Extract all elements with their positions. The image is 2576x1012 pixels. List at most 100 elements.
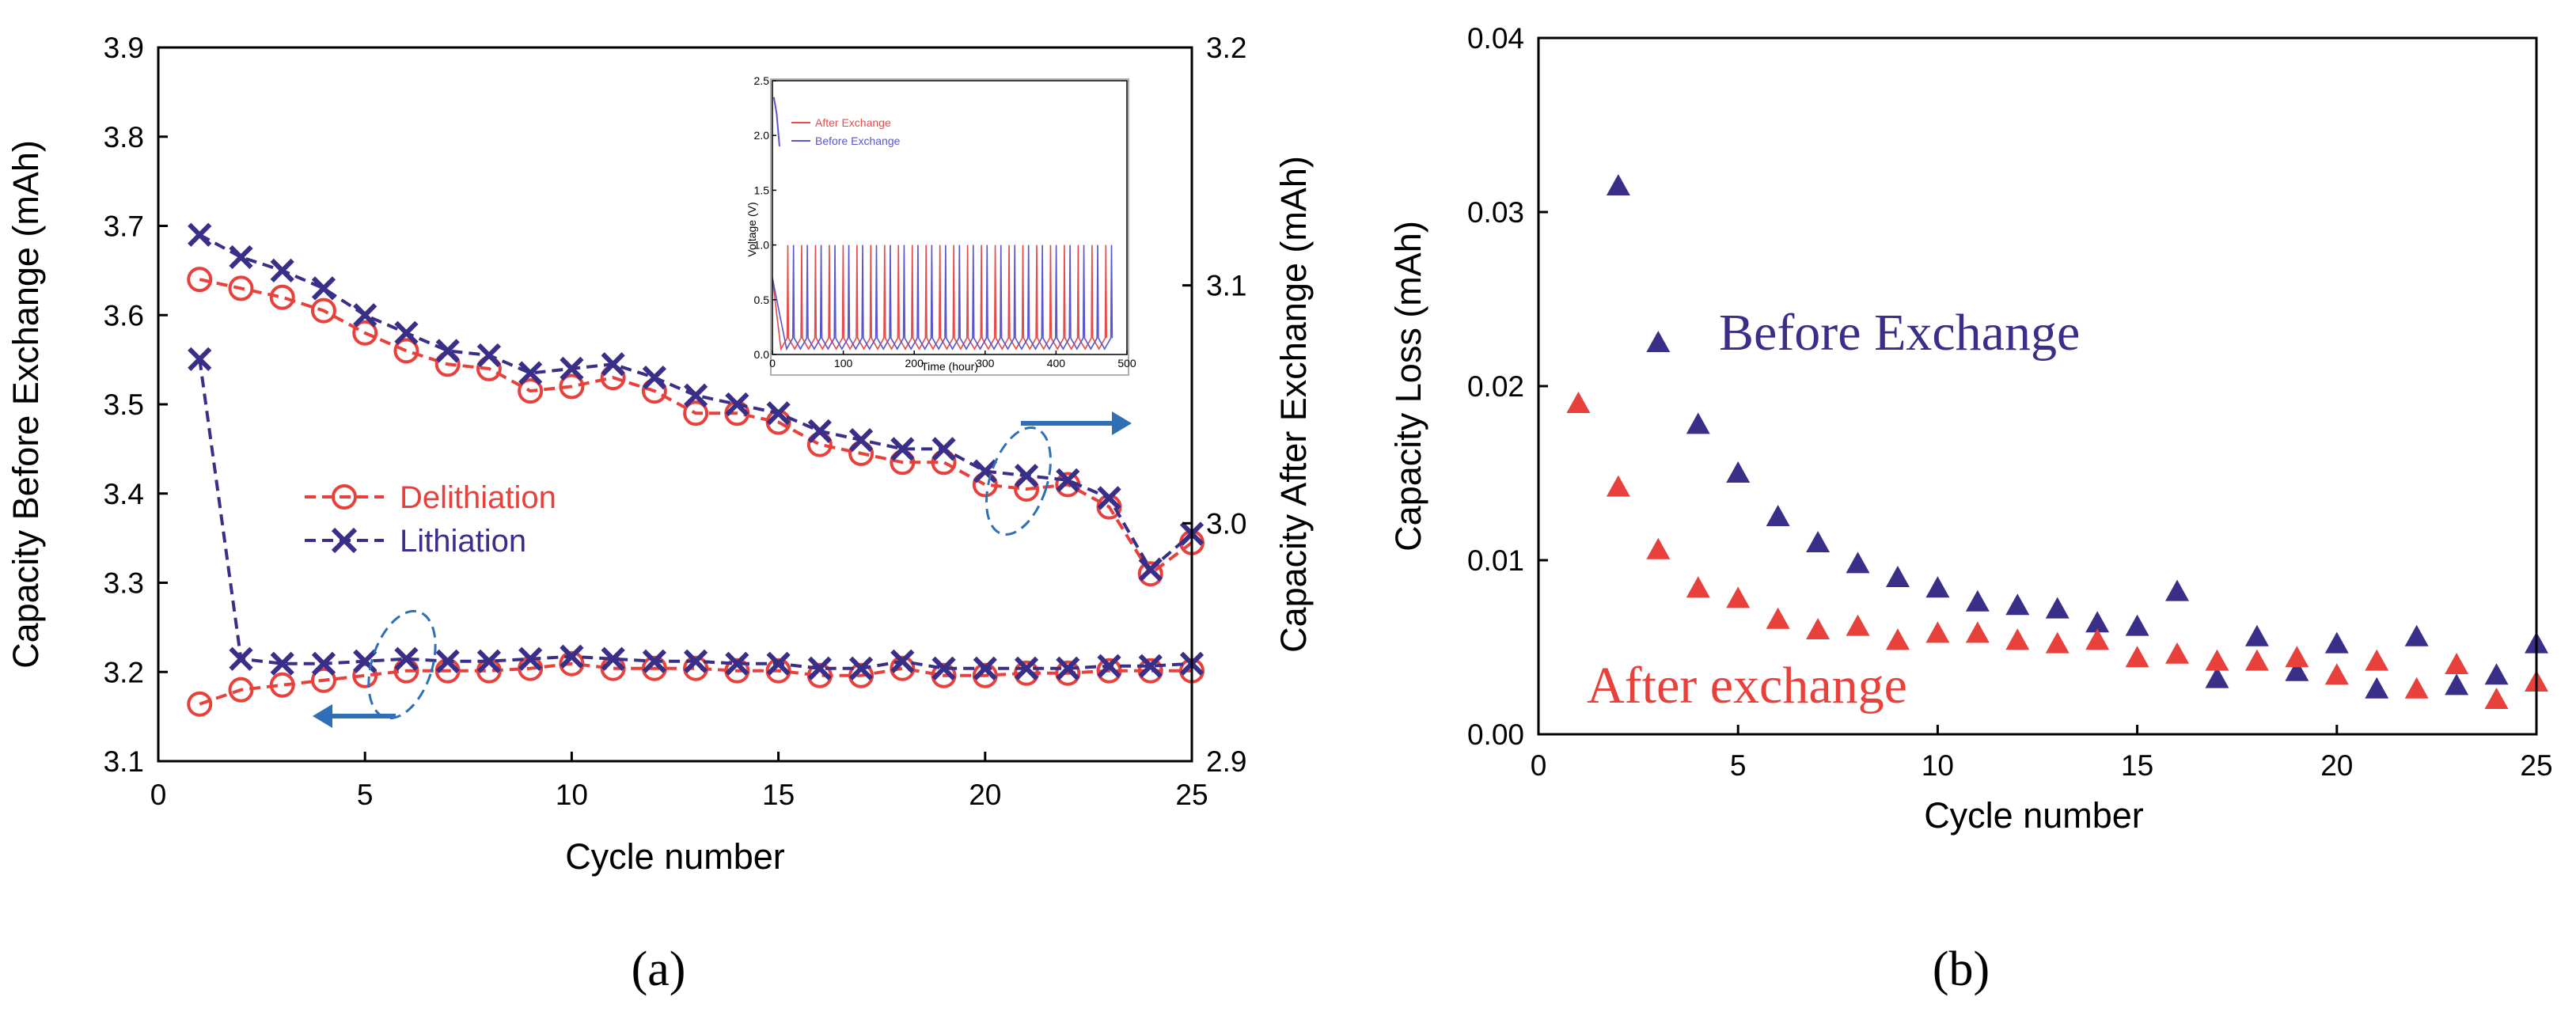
after-exchange-point: [2165, 642, 2190, 664]
panel-a: 0 5 10 15 20 25 3.1 3.2 3.3 3.4 3.5 3.6 3.7 3.8 3.9 2.9…: [6, 32, 1314, 996]
before-exchange-point: [1846, 551, 1870, 574]
inset-x-tick-label: 200: [905, 357, 924, 370]
before-exchange-point: [1806, 531, 1831, 552]
delithiation-point: [559, 650, 585, 677]
after-exchange-point: [1885, 628, 1910, 650]
delithiation-point: [187, 267, 213, 293]
inset-x-tick-label: 300: [976, 357, 995, 370]
lithiation-point: [1138, 557, 1163, 582]
lithiation-point: [601, 646, 625, 671]
panel-b-x-axis-label: Cycle number: [1924, 795, 2144, 836]
a-x-tick-label: 0: [150, 779, 167, 811]
b-y-tick-label: 0.01: [1467, 544, 1524, 577]
after-exchange-point: [1566, 392, 1591, 413]
after-exchange-point: [1846, 614, 1870, 636]
delithiation-point: [269, 672, 295, 698]
after-exchange-point: [1965, 621, 1990, 643]
lithiation-point: [642, 649, 667, 673]
lithiation-point: [435, 649, 460, 673]
panel-a-legend: Delithiation Lithiation: [305, 480, 556, 559]
delithiation-point: [310, 298, 336, 324]
after-exchange-point: [1686, 576, 1710, 598]
inset-after-exchange-trace: [772, 244, 1108, 351]
lithiation-point: [931, 656, 956, 680]
lithiation-point: [725, 651, 749, 676]
panel-a-label: (a): [632, 942, 686, 996]
inset-y-tick-label: 2.5: [754, 74, 770, 87]
after-exchange-point: [2085, 628, 2110, 650]
delithiation-point: [269, 284, 295, 310]
before-exchange-point: [2365, 677, 2389, 699]
before-exchange-point: [1686, 412, 1710, 434]
lithiation-point: [394, 646, 419, 671]
left-axis-arrowhead: [313, 704, 332, 728]
lithiation-point: [683, 383, 708, 407]
a-left-y-tick-label: 3.5: [104, 389, 144, 421]
lithiation-point: [890, 437, 915, 461]
a-right-y-tick-label: 2.9: [1206, 745, 1246, 778]
inset-x-tick-label: 0: [769, 357, 776, 370]
panel-b-label: (b): [1933, 942, 1990, 996]
a-x-tick-label: 20: [969, 779, 1001, 811]
lithiation-point: [311, 651, 336, 676]
inset-y-tick-label: 1.5: [754, 184, 770, 196]
panel-b-plot-frame: [1537, 36, 2538, 736]
lithiation-point: [1056, 656, 1080, 680]
panel-a-inset: 0 100 200 300 400 500 0.0 0.5 1.0 1.5 2.0 2.5 After…: [745, 74, 1136, 376]
panel-b-data-marks: [1566, 174, 2548, 709]
inset-ticks: 0 100 200 300 400 500 0.0 0.5 1.0 1.5 2.0 2.5: [754, 74, 1136, 370]
lithiation-point: [270, 651, 294, 676]
panel-a-left-y-axis-label: Capacity Before Exchange (mAh): [6, 140, 46, 669]
left-axis-ellipse: [367, 609, 437, 720]
a-x-tick-label: 15: [762, 779, 795, 811]
a-left-y-tick-label: 3.7: [104, 210, 144, 243]
lithiation-point: [1097, 654, 1121, 678]
lithiation-point: [518, 646, 543, 671]
inset-initial-voltage: [772, 97, 780, 147]
lithiation-point: [973, 459, 997, 483]
before-exchange-point: [2244, 624, 2269, 646]
panel-a-ticks: 0 5 10 15 20 25 3.1 3.2 3.3 3.4 3.5 3.6 3.7 3.8 3.9 2.9…: [104, 32, 1247, 811]
a-right-y-tick-label: 3.2: [1206, 32, 1246, 64]
inset-y-tick-label: 2.0: [754, 129, 770, 142]
lithiation-point: [1056, 468, 1080, 492]
b-y-tick-label: 0.03: [1467, 196, 1524, 229]
before-exchange-point: [2404, 624, 2429, 646]
lithiation-point: [766, 651, 791, 676]
a-left-y-tick-label: 3.9: [104, 32, 144, 64]
lithiation-point: [642, 366, 667, 390]
after-exchange-point: [2205, 649, 2229, 671]
before-exchange-point: [1965, 589, 1990, 612]
delithiation-point: [641, 655, 667, 681]
before-exchange-point: [1766, 505, 1790, 526]
after-exchange-point: [2445, 653, 2469, 674]
lithiation-point: [229, 244, 253, 270]
lithiation-point: [394, 320, 419, 345]
a-left-y-tick-label: 3.2: [104, 656, 144, 688]
panel-a-right-y-axis-label: Capacity After Exchange (mAh): [1273, 156, 1314, 653]
inset-x-tick-label: 400: [1047, 357, 1066, 370]
inset-traces: [772, 97, 1113, 351]
a-right-y-tick-label: 3.0: [1206, 507, 1246, 540]
before-exchange-point: [2445, 673, 2469, 696]
lithiation-point: [848, 656, 874, 680]
lithiation-point: [601, 352, 625, 377]
a-left-y-tick-label: 3.8: [104, 121, 144, 154]
after-exchange-point: [2484, 688, 2509, 709]
lithiation-point: [560, 356, 584, 381]
after-exchange-point: [2324, 663, 2349, 685]
delithiation-point: [1055, 660, 1081, 686]
after-exchange-point: [2125, 646, 2149, 668]
lithiation-point: [1097, 486, 1121, 510]
panel-b-y-axis-label: Capacity Loss (mAh): [1388, 221, 1428, 551]
a-left-y-tick-label: 3.1: [104, 745, 144, 778]
inset-before-exchange-trace: [772, 244, 1113, 351]
delithiation-point: [187, 691, 213, 717]
after-exchange-point: [2244, 649, 2269, 671]
lithiation-point: [188, 347, 212, 371]
delithiation-point: [228, 677, 254, 703]
inset-y-tick-label: 1.0: [754, 239, 770, 252]
before-exchange-point: [1646, 331, 1671, 352]
legend-entry-delithiation: Delithiation: [305, 480, 556, 515]
before-exchange-point: [2125, 614, 2149, 636]
